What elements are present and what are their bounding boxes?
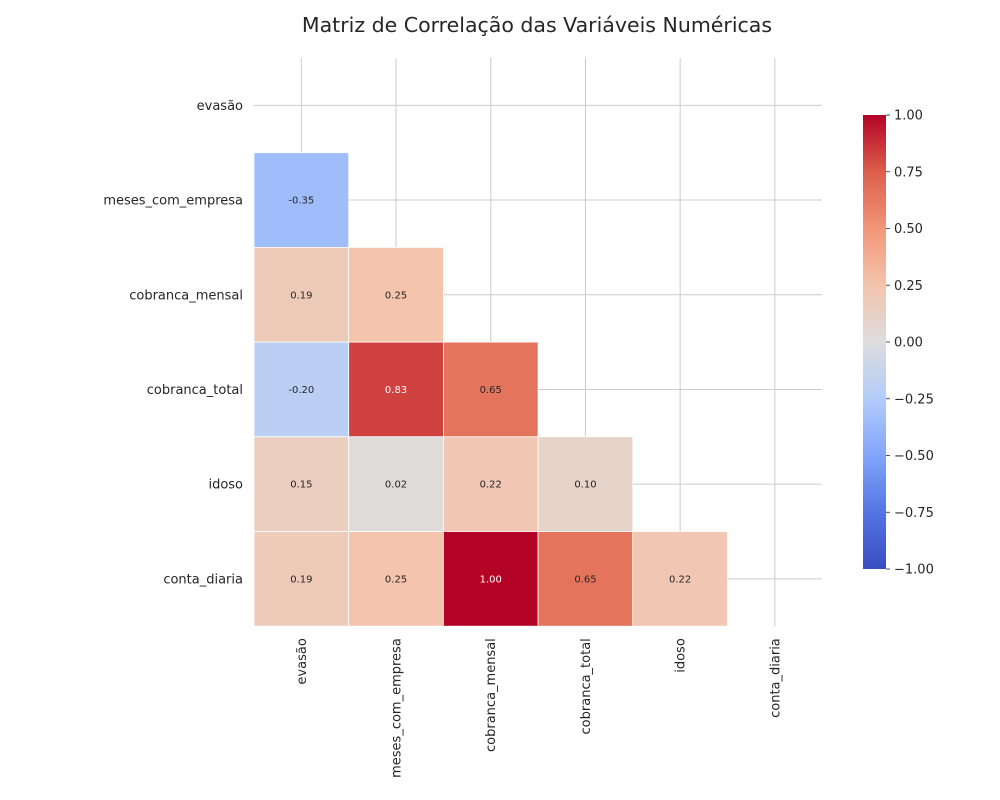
y-tick-label: evasão (197, 99, 243, 114)
colorbar-tick-label: 0.50 (894, 222, 923, 237)
cell-value-label: 0.02 (385, 480, 407, 491)
heatmap-cell-meses_com_empresa-evasão (253, 152, 350, 248)
heatmap-cell-conta_diaria-evasão (253, 531, 350, 627)
colorbar: 1.00 0.75 0.50 0.25 0.00 −0.25 −0.50 −0.75 −1.00 (863, 109, 934, 578)
heatmap-cell-idoso-cobranca_total (537, 436, 634, 532)
colorbar-tick-label: 0.25 (894, 279, 923, 294)
heatmap-cells (253, 152, 728, 627)
cell-value-label: 0.10 (574, 480, 596, 491)
heatmap-cell-idoso-meses_com_empresa (348, 436, 444, 532)
cell-value-label: 0.19 (290, 574, 312, 585)
colorbar-tick-label: −0.50 (894, 449, 934, 464)
colorbar-gradient-bar (863, 115, 886, 569)
cell-value-label: 0.15 (290, 480, 312, 491)
colorbar-tick-label: −0.25 (894, 392, 934, 407)
heatmap-cell-idoso-evasão (253, 436, 350, 532)
colorbar-tick-label: −0.75 (894, 506, 934, 521)
y-tick-label: idoso (208, 478, 243, 493)
cell-value-label: -0.35 (288, 196, 314, 207)
cell-value-label: 1.00 (480, 574, 502, 585)
heatmap-cell-labels: -0.35 0.19 0.25 -0.20 0.83 0.65 0.15 0.02 0.22 0.… (288, 196, 691, 586)
cell-value-label: 0.65 (480, 385, 502, 396)
x-tick-label: meses_com_empresa (390, 638, 405, 778)
y-tick-label: meses_com_empresa (103, 194, 243, 209)
cell-value-label: 0.25 (385, 574, 407, 585)
heatmap-cell-idoso-cobranca_mensal (442, 436, 539, 532)
colorbar-tick-label: 0.75 (894, 165, 923, 180)
cell-value-label: 0.25 (385, 290, 407, 301)
heatmap-cell-cobranca_mensal-meses_com_empresa (348, 246, 444, 343)
x-axis-tick-labels: evasão meses_com_empresa cobranca_mensal co… (295, 638, 783, 778)
x-tick-label: idoso (674, 638, 689, 673)
heatmap-cell-conta_diaria-meses_com_empresa (348, 531, 444, 627)
heatmap-cell-cobranca_mensal-evasão (253, 246, 350, 343)
colorbar-tick-label: 0.00 (894, 336, 923, 351)
y-tick-label: cobranca_total (147, 383, 243, 398)
x-tick-label: cobranca_mensal (484, 638, 499, 752)
x-tick-label: cobranca_total (579, 638, 594, 734)
cell-value-label: 0.65 (574, 574, 596, 585)
x-tick-label: conta_diaria (768, 638, 783, 718)
cell-value-label: 0.83 (385, 385, 407, 396)
y-tick-label: cobranca_mensal (129, 288, 243, 303)
heatmap-cell-conta_diaria-cobranca_mensal (442, 531, 539, 627)
colorbar-tick-label: −1.00 (894, 563, 934, 578)
colorbar-tick-label: 1.00 (894, 109, 923, 124)
heatmap-cell-cobranca_total-meses_com_empresa (348, 341, 444, 438)
cell-value-label: 0.22 (480, 480, 502, 491)
cell-value-label: -0.20 (288, 385, 314, 396)
y-axis-tick-labels: evasão meses_com_empresa cobranca_mensalco… (103, 99, 243, 587)
cell-value-label: 0.19 (290, 290, 312, 301)
chart-title: Matriz de Correlação das Variáveis Numér… (302, 13, 772, 37)
heatmap-cell-conta_diaria-idoso (632, 531, 728, 627)
cell-value-label: 0.22 (669, 574, 691, 585)
x-tick-label: evasão (295, 638, 310, 684)
heatmap-cell-conta_diaria-cobranca_total (537, 531, 634, 627)
y-tick-label: conta_diaria (163, 572, 243, 587)
heatmap-cell-cobranca_total-evasão (253, 341, 350, 438)
